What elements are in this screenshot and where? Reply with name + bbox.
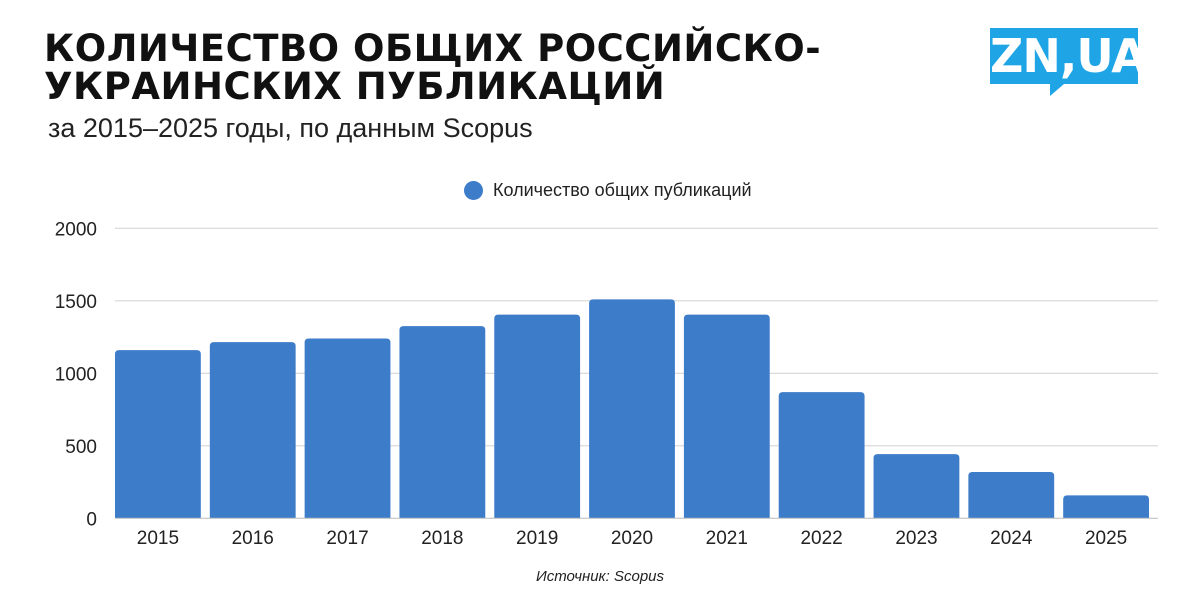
x-tick-label: 2018 — [421, 528, 463, 549]
bar-2017 — [304, 338, 391, 519]
legend: Количество общих публикаций — [464, 180, 752, 201]
bar-2018 — [399, 326, 486, 519]
y-tick-label: 1000 — [55, 364, 97, 385]
x-tick-label: 2017 — [326, 528, 368, 549]
bar-2022 — [778, 392, 865, 519]
logo-speech-tail-icon — [1050, 84, 1064, 96]
chart-title: КОЛИЧЕСТВО ОБЩИХ РОССИЙСКО-УКРАИНСКИХ ПУ… — [44, 27, 822, 108]
x-tick-label: 2022 — [800, 528, 842, 549]
chart-subtitle: за 2015–2025 годы, по данным Scopus — [48, 113, 533, 143]
x-tick-label: 2016 — [232, 528, 274, 549]
bar-2019 — [494, 314, 581, 519]
bar-2024 — [968, 472, 1055, 519]
y-tick-label: 2000 — [55, 219, 97, 240]
bar-2020 — [589, 299, 675, 519]
legend-label: Количество общих публикаций — [493, 180, 752, 200]
bar-2023 — [873, 454, 960, 519]
x-tick-label: 2025 — [1085, 528, 1127, 549]
source-note: Источник: Scopus — [535, 568, 665, 585]
x-tick-label: 2020 — [611, 528, 653, 549]
x-tick-label: 2021 — [706, 528, 748, 549]
x-tick-label: 2024 — [990, 528, 1033, 549]
bar-2015 — [115, 350, 201, 519]
y-tick-label: 0 — [86, 509, 97, 530]
bar-2016 — [209, 342, 296, 519]
bar-2025 — [1063, 495, 1149, 519]
y-tick-label: 500 — [65, 437, 97, 458]
x-tick-label: 2015 — [137, 528, 179, 549]
x-tick-label: 2019 — [516, 528, 558, 549]
y-tick-label: 1500 — [55, 292, 97, 313]
legend-marker — [464, 181, 483, 200]
bar-2021 — [683, 314, 770, 519]
zn-ua-logo: ZN,UA — [990, 28, 1147, 84]
x-tick-label: 2023 — [895, 528, 937, 549]
